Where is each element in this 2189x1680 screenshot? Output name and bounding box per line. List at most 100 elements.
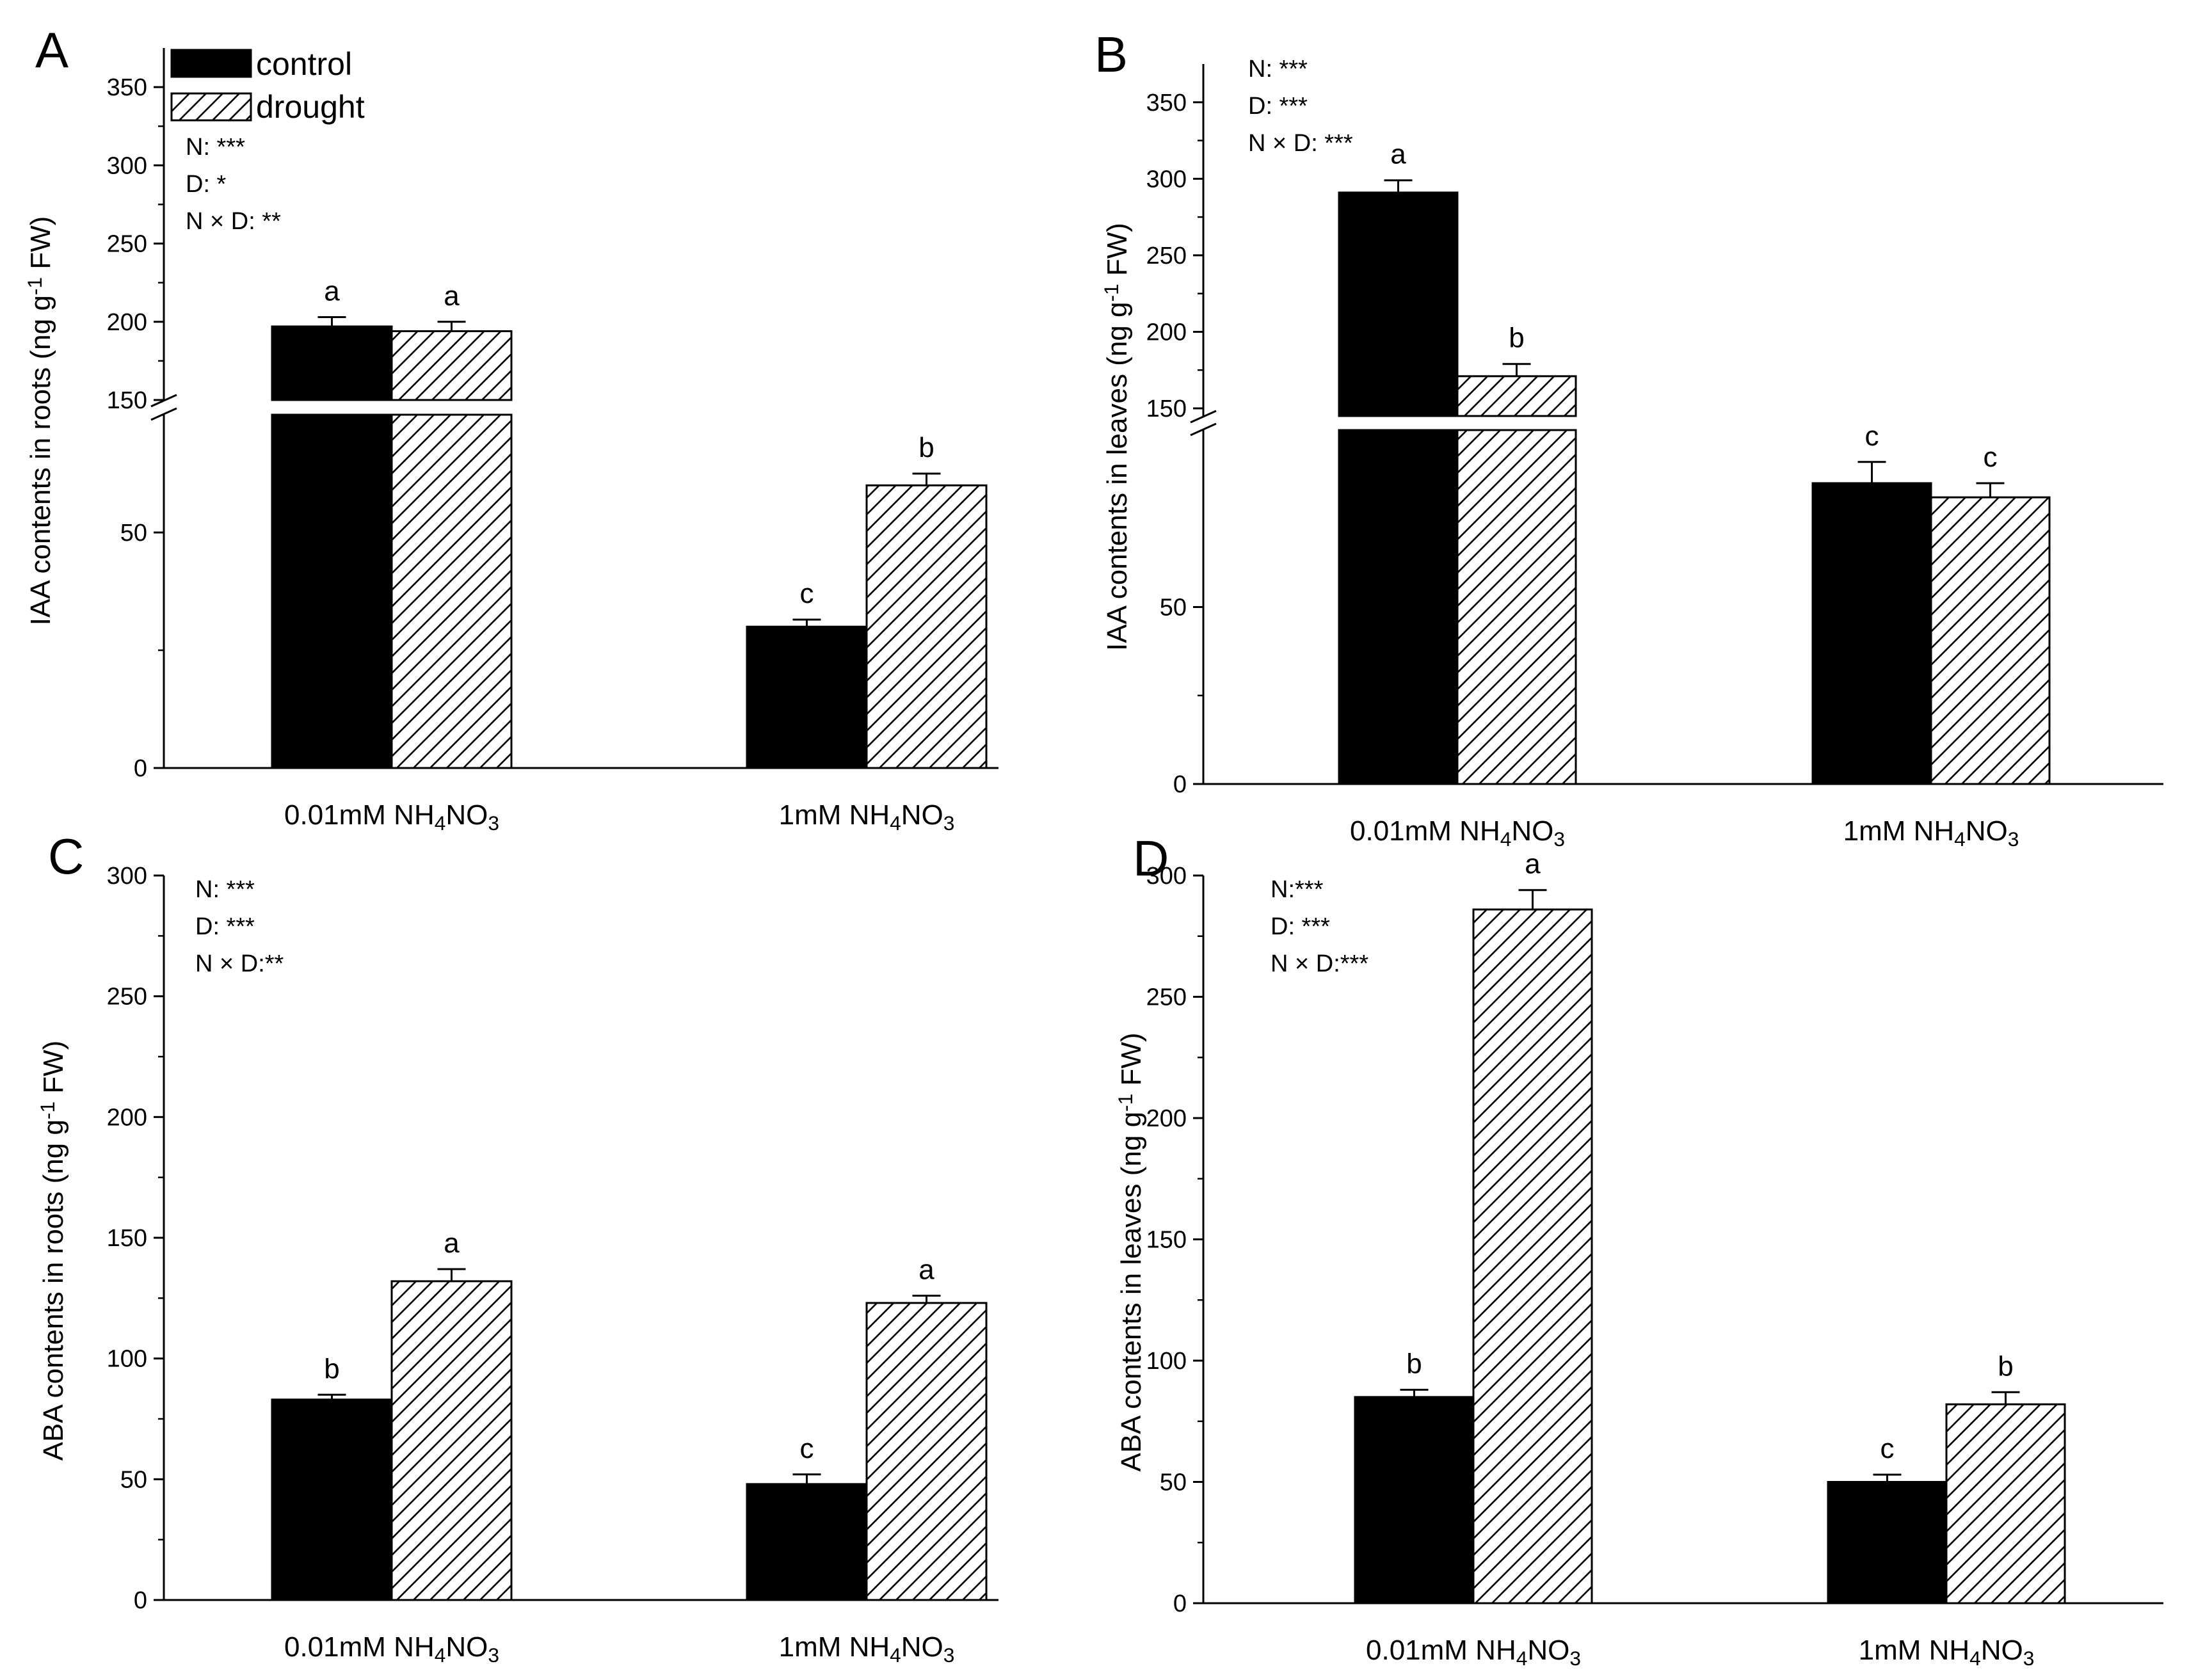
y-tick-label: 50: [120, 1466, 147, 1493]
bar-control: [1827, 1481, 1948, 1604]
panel-d: 0 50 100 150 200 250 300 b c a b 0.01mM NH4NO3 1mM N…: [1114, 830, 2163, 1670]
y-tick-label: 300: [107, 152, 147, 179]
stats-line: N:***: [1271, 876, 1324, 903]
stats-line: N × D: **: [186, 208, 281, 235]
bar-drought: [1472, 908, 1593, 1604]
x-category-label: 1mM NH4NO3: [1859, 1635, 2035, 1670]
significance-letter: c: [800, 1433, 814, 1464]
stats-line: N × D:**: [195, 950, 284, 977]
x-category-label: 1mM NH4NO3: [779, 799, 955, 835]
significance-letter: b: [324, 1353, 339, 1384]
y-tick-label: 150: [1146, 396, 1187, 422]
stats-line: D: ***: [1271, 913, 1330, 940]
x-category-label: 1mM NH4NO3: [1843, 815, 2019, 851]
axis-break-gap: [151, 401, 998, 413]
panel-a: 0 50 150 200 250 300 350 a c a b 0.01mM NH4NO3 1mM N…: [23, 22, 998, 835]
y-tick-label: 250: [1146, 984, 1187, 1011]
y-tick-label: 150: [107, 1225, 147, 1252]
y-axis-label: ABA contents in roots (ng g-1 FW): [36, 1041, 69, 1461]
significance-letter: a: [444, 1228, 460, 1259]
bar-drought: [1456, 375, 1577, 417]
bar-control: [271, 325, 393, 401]
y-tick-label: 300: [1146, 166, 1187, 193]
stats-line: D: ***: [1248, 93, 1308, 120]
axis-break-mark: [150, 407, 177, 421]
bar-control-lower: [271, 413, 393, 769]
y-tick-label: 300: [107, 863, 147, 890]
y-tick-label: 300: [1146, 863, 1187, 890]
panel-letter: B: [1094, 26, 1128, 83]
y-tick-label: 50: [1160, 595, 1187, 621]
significance-letter: c: [1880, 1433, 1895, 1464]
bar-control: [271, 1398, 393, 1601]
bar-control: [1338, 191, 1459, 417]
x-category-label: 0.01mM NH4NO3: [284, 799, 499, 835]
significance-letter: c: [1984, 442, 1998, 473]
y-tick-label: 0: [1173, 1590, 1187, 1617]
bar-control: [1354, 1396, 1475, 1604]
y-tick-label: 0: [134, 1587, 147, 1614]
y-tick-label: 250: [1146, 243, 1187, 269]
significance-letter: c: [800, 578, 814, 609]
significance-letter: a: [1390, 139, 1406, 170]
panel-letter: C: [48, 828, 84, 884]
axis-break-mark: [150, 394, 177, 408]
stats-line: D: *: [186, 171, 227, 198]
y-tick-label: 200: [107, 1104, 147, 1131]
axis-break-mark: [1190, 422, 1217, 436]
legend-label-drought: drought: [256, 89, 365, 125]
bar-drought-lower: [390, 413, 513, 769]
y-tick-label: 200: [1146, 319, 1187, 346]
axis-break-mark: [1190, 410, 1217, 424]
legend: control drought: [170, 46, 365, 125]
significance-letter: b: [1406, 1348, 1422, 1379]
x-category-label: 0.01mM NH4NO3: [1366, 1635, 1581, 1670]
y-tick-label: 250: [107, 984, 147, 1011]
bar-drought: [390, 1280, 513, 1601]
y-tick-label: 0: [134, 755, 147, 782]
y-tick-label: 350: [1146, 90, 1187, 116]
y-axis-label: IAA contents in roots (ng g-1 FW): [23, 216, 56, 626]
stats-line: D: ***: [195, 913, 255, 940]
panel-c: 0 50 100 150 200 250 300 b c a a 0.01mM NH4NO3 1mM N…: [36, 828, 998, 1667]
y-tick-label: 200: [1146, 1105, 1187, 1132]
stats-line: N: ***: [186, 134, 245, 161]
significance-letter: a: [1525, 849, 1541, 880]
y-axis-label: IAA contents in leaves (ng g-1 FW): [1100, 223, 1133, 651]
significance-letter: b: [918, 432, 934, 463]
significance-letter: a: [324, 275, 340, 307]
bar-control: [746, 1483, 868, 1601]
stats-line: N: ***: [195, 876, 255, 903]
bar-drought: [1930, 496, 2051, 785]
y-tick-label: 150: [1146, 1227, 1187, 1254]
stats-line: N × D:***: [1271, 950, 1368, 977]
bar-control-lower: [1338, 429, 1459, 785]
bar-drought: [1945, 1403, 2066, 1604]
y-tick-label: 250: [107, 231, 147, 258]
y-tick-label: 50: [1160, 1469, 1187, 1496]
x-category-label: 0.01mM NH4NO3: [284, 1631, 499, 1667]
bar-drought: [390, 330, 513, 401]
panel-letter: D: [1133, 830, 1169, 886]
legend-swatch-control: [170, 49, 252, 78]
bar-drought: [865, 484, 988, 769]
y-tick-label: 100: [107, 1346, 147, 1373]
bar-control: [1811, 482, 1932, 785]
significance-letter: a: [918, 1254, 934, 1286]
bar-control: [746, 625, 868, 769]
stats-line: N × D: ***: [1248, 130, 1353, 157]
significance-letter: b: [1998, 1350, 2013, 1382]
significance-letter: b: [1509, 323, 1524, 354]
panel-letter: A: [35, 22, 68, 78]
y-tick-label: 100: [1146, 1348, 1187, 1375]
y-tick-label: 0: [1173, 771, 1187, 798]
y-tick-label: 350: [107, 74, 147, 101]
legend-label-control: control: [256, 46, 352, 82]
y-tick-label: 50: [120, 520, 147, 547]
legend-swatch-drought: [170, 92, 252, 122]
significance-letter: a: [444, 280, 460, 312]
y-tick-label: 150: [107, 387, 147, 414]
y-tick-label: 200: [107, 309, 147, 336]
x-category-label: 0.01mM NH4NO3: [1350, 815, 1565, 851]
